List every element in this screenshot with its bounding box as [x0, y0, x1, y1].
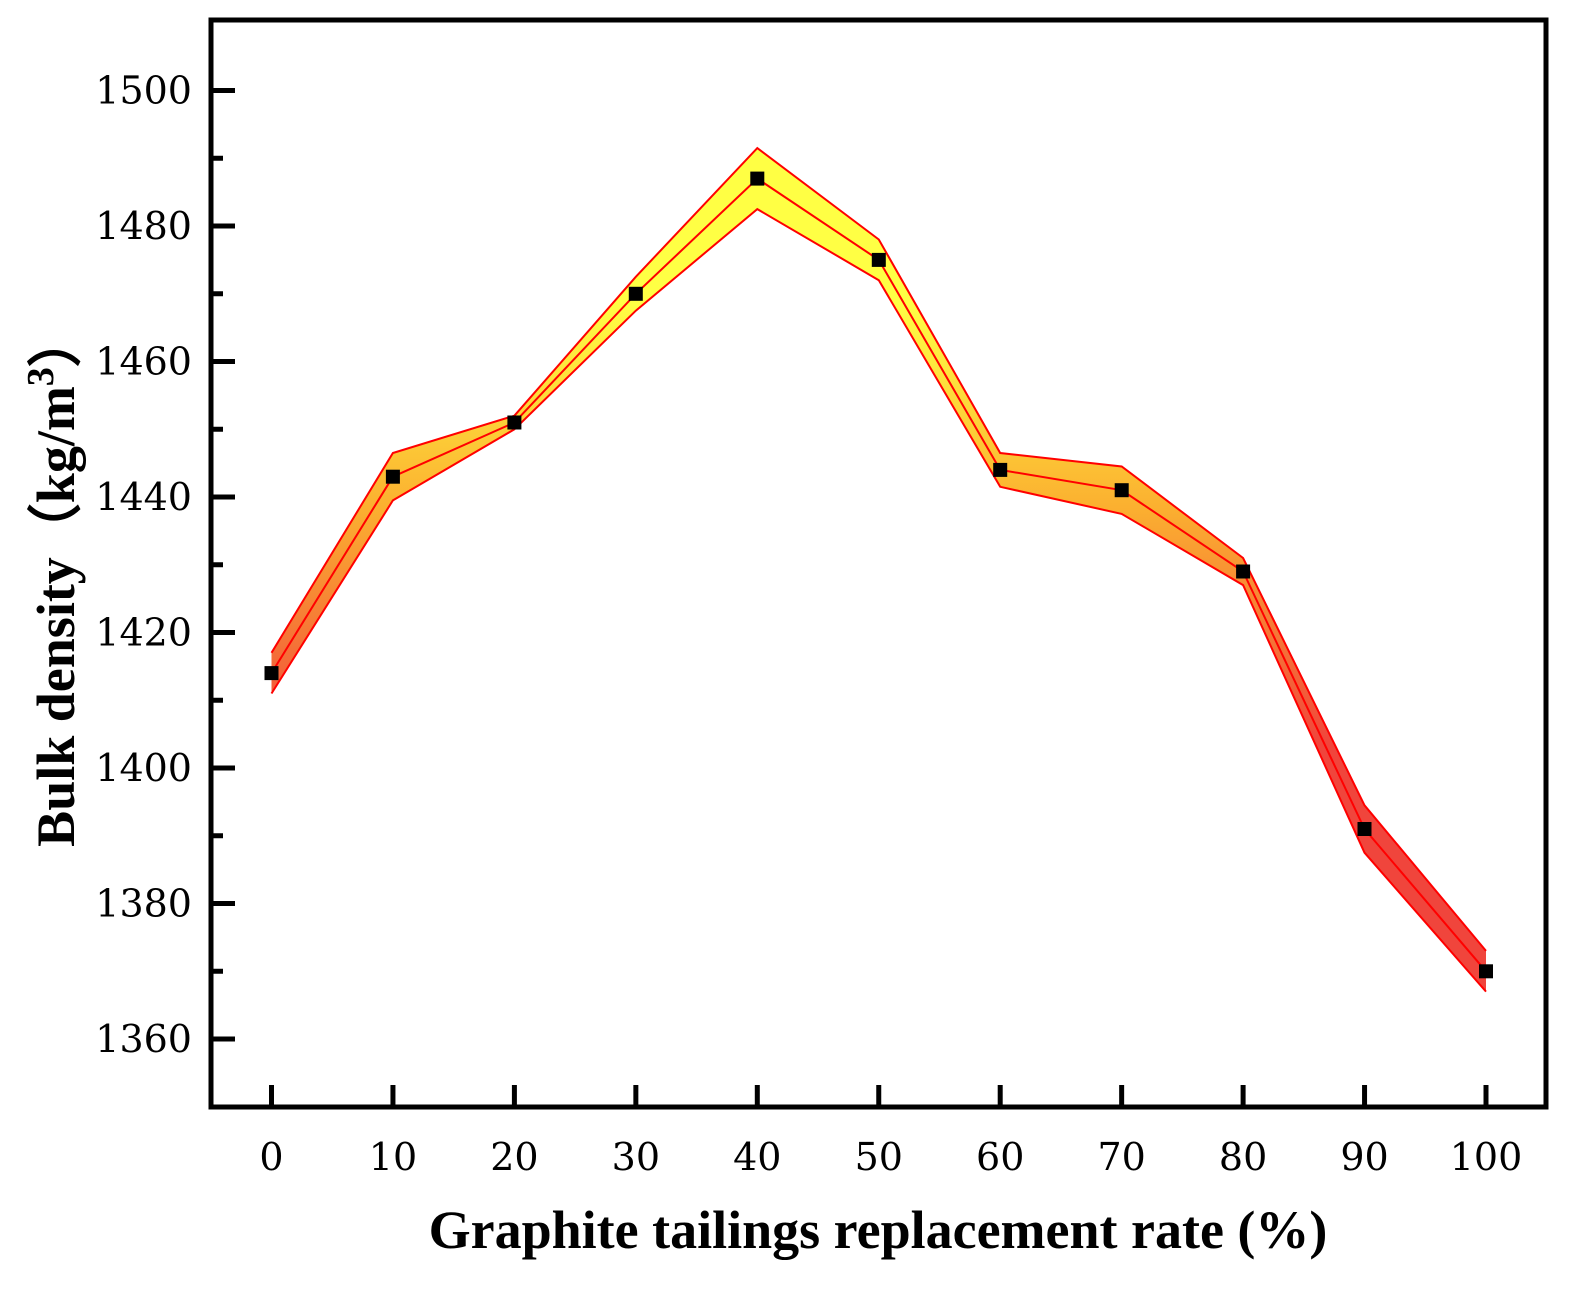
data-point [871, 252, 886, 267]
data-point [264, 666, 279, 681]
y-axis-ticks: 1360 1380 1400 1420 1440 1460 1480 1500 [95, 69, 235, 1061]
y-tick-label: 1400 [95, 746, 192, 790]
y-tick-label: 1500 [95, 69, 192, 113]
x-tick-label: 40 [733, 1135, 781, 1179]
plot-frame [208, 17, 1549, 1110]
x-axis-title: Graphite tailings replacement rate (%) [429, 1200, 1328, 1260]
series-line [270, 177, 1487, 972]
band-lower-line [270, 207, 1487, 993]
data-point [1357, 822, 1372, 836]
y-tick-label: 1380 [95, 882, 192, 926]
x-tick-label: 10 [369, 1135, 417, 1179]
data-point [993, 462, 1008, 477]
x-tick-label: 100 [1450, 1135, 1523, 1179]
confidence-band-layer [270, 146, 1487, 993]
data-point [1114, 483, 1129, 498]
x-tick-label: 30 [612, 1135, 660, 1179]
data-markers [264, 171, 1493, 979]
y-axis-title-close: ） [26, 313, 86, 367]
x-tick-label: 20 [490, 1135, 538, 1179]
y-axis-title-superscript: 3 [20, 367, 62, 386]
data-point [1236, 564, 1251, 579]
x-tick-label: 80 [1219, 1135, 1267, 1179]
x-tick-label: 90 [1340, 1135, 1388, 1179]
y-tick-label: 1360 [95, 1017, 192, 1061]
y-axis-title-main: Bulk density（kg/m [26, 386, 86, 847]
data-point [750, 171, 765, 186]
confidence-band [271, 148, 1486, 992]
data-point [385, 469, 400, 484]
series-line-layer [270, 177, 1487, 972]
y-tick-label: 1440 [95, 475, 192, 519]
x-tick-label: 50 [855, 1135, 903, 1179]
x-tick-label: 0 [259, 1135, 283, 1179]
data-point [628, 286, 643, 301]
y-axis-title: Bulk density（kg/m3） [20, 313, 86, 847]
x-tick-label: 60 [976, 1135, 1024, 1179]
data-point [1479, 964, 1493, 979]
data-point [507, 415, 522, 430]
y-tick-label: 1480 [95, 204, 192, 248]
x-tick-label: 70 [1097, 1135, 1145, 1179]
y-tick-label: 1420 [95, 611, 192, 655]
x-axis-ticks: 0 10 20 30 40 50 60 70 80 90 100 [259, 1085, 1522, 1179]
y-tick-label: 1460 [95, 340, 192, 384]
band-upper-line [270, 146, 1487, 952]
